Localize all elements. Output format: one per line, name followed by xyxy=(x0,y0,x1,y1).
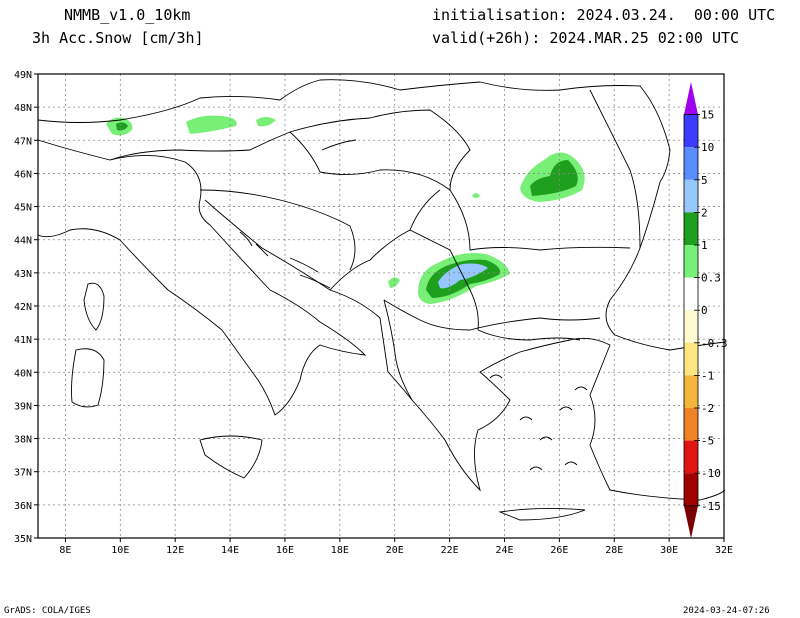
variable-title: 3h Acc.Snow [cm/3h] xyxy=(32,29,204,47)
lat-tick-label: 47N xyxy=(14,136,32,147)
colorbar-segment xyxy=(684,342,698,376)
lat-tick-label: 37N xyxy=(14,468,32,479)
lat-tick-label: 41N xyxy=(14,335,32,346)
colorbar-segment xyxy=(684,440,698,474)
lat-tick-label: 43N xyxy=(14,269,32,280)
lake-balaton xyxy=(321,139,357,151)
lat-tick-label: 44N xyxy=(14,236,32,247)
colorbar-label: -10 xyxy=(701,467,721,480)
lat-tick-label: 35N xyxy=(14,534,32,545)
lon-tick-label: 8E xyxy=(59,545,71,556)
coast-islands-aegean xyxy=(489,374,588,471)
border-balkans-2 xyxy=(383,299,601,331)
lon-tick-label: 28E xyxy=(605,545,623,556)
colorbar-label: 10 xyxy=(701,141,714,154)
lat-tick-label: 36N xyxy=(14,501,32,512)
colorbar-segment xyxy=(684,147,698,180)
border-serbia xyxy=(409,189,441,231)
border-croatia xyxy=(199,189,356,271)
border-romania-moldova xyxy=(589,89,641,249)
colorbar-segment xyxy=(684,277,698,311)
colorbar-segment xyxy=(684,179,698,213)
footer-credit: GrADS: COLA/IGES xyxy=(4,606,91,616)
lat-tick-label: 48N xyxy=(14,103,32,114)
colorbar-segment xyxy=(684,408,698,441)
colorbar-segment xyxy=(684,310,698,343)
init-time: initialisation: 2024.03.24. 00:00 UTC xyxy=(432,6,776,24)
colorbar-label: 15 xyxy=(701,109,714,122)
lat-tick-label: 45N xyxy=(14,203,32,214)
lat-tick-labels: 35N 36N 37N 38N 39N 40N 41N 42N 43N 44N 45N 46N 47N 4… xyxy=(14,70,38,545)
map-frame xyxy=(37,73,725,539)
coast-italy xyxy=(37,139,367,416)
colorbar-label: 1 xyxy=(701,239,708,252)
border-albania xyxy=(383,299,413,401)
lat-tick-label: 38N xyxy=(14,435,32,446)
colorbar-label: -15 xyxy=(701,500,721,513)
lon-tick-label: 30E xyxy=(660,545,678,556)
lon-tick-label: 32E xyxy=(715,545,733,556)
snow-area-small-1 xyxy=(388,277,400,288)
border-hungary xyxy=(289,109,471,191)
lat-tick-label: 46N xyxy=(14,169,32,180)
colorbar-label: -2 xyxy=(701,402,714,415)
colorbar-label: -5 xyxy=(701,435,714,448)
border-alps xyxy=(109,131,631,251)
lat-lon-grid xyxy=(38,74,724,538)
colorbar-label: -1 xyxy=(701,369,714,382)
coastlines-borders xyxy=(37,79,726,521)
snow-area-alps-west-core xyxy=(116,122,128,131)
coast-adriatic-east xyxy=(204,199,413,401)
lon-tick-labels: 8E 10E 12E 14E 16E 18E 20E 22E 24E 26E 28E 30E 32E xyxy=(59,538,733,556)
coast-greece xyxy=(411,339,571,492)
lon-tick-label: 20E xyxy=(386,545,404,556)
lon-tick-label: 12E xyxy=(166,545,184,556)
colorbar-labels: 15 10 5 2 1 0.3 0 -0.3 -1 -2 -5 -10 -15 xyxy=(694,109,728,513)
lat-tick-label: 40N xyxy=(14,368,32,379)
lon-tick-label: 16E xyxy=(276,545,294,556)
snow-area-carpathians-core xyxy=(530,160,578,196)
footer-timestamp: 2024-03-24-07:26 xyxy=(683,606,770,616)
model-title: NMMB_v1.0_10km xyxy=(64,6,191,24)
lon-tick-label: 10E xyxy=(111,545,129,556)
colorbar-label: 0 xyxy=(701,304,708,317)
coast-islands-adriatic xyxy=(239,231,331,289)
lat-tick-label: 42N xyxy=(14,302,32,313)
colorbar-segment xyxy=(684,245,698,278)
snow-area-alps-east xyxy=(256,117,276,127)
colorbar-label: 0.3 xyxy=(701,272,721,285)
snow-area-small-2 xyxy=(472,193,480,198)
border-balkans-1 xyxy=(329,229,479,331)
colorbar-arrow-top xyxy=(684,82,698,115)
coast-sicily xyxy=(199,435,263,479)
coast-sardinia xyxy=(71,348,105,408)
border-bulgaria xyxy=(477,329,581,341)
colorbar-segment xyxy=(684,212,698,245)
colorbar-segment xyxy=(684,473,698,506)
lon-tick-label: 26E xyxy=(550,545,568,556)
coast-turkey xyxy=(569,337,726,501)
colorbar-segment xyxy=(684,375,698,408)
coast-crete xyxy=(498,507,586,521)
coast-corsica xyxy=(83,282,105,331)
colorbar-label: -0.3 xyxy=(701,337,728,350)
colorbar-label: 2 xyxy=(701,206,708,219)
border-north xyxy=(37,79,671,183)
valid-time: valid(+26h): 2024.MAR.25 02:00 UTC xyxy=(432,29,740,47)
coast-black-sea xyxy=(605,181,726,351)
colorbar-label: 5 xyxy=(701,174,708,187)
lon-tick-label: 14E xyxy=(221,545,239,556)
lat-tick-label: 49N xyxy=(14,70,32,81)
colorbar xyxy=(683,82,699,539)
lon-tick-label: 18E xyxy=(331,545,349,556)
colorbar-arrow-bottom xyxy=(684,505,698,539)
colorbar-segment xyxy=(684,114,698,148)
lon-tick-label: 22E xyxy=(441,545,459,556)
lat-tick-label: 39N xyxy=(14,401,32,412)
snow-area-alps-central xyxy=(186,115,237,134)
lon-tick-label: 24E xyxy=(495,545,513,556)
